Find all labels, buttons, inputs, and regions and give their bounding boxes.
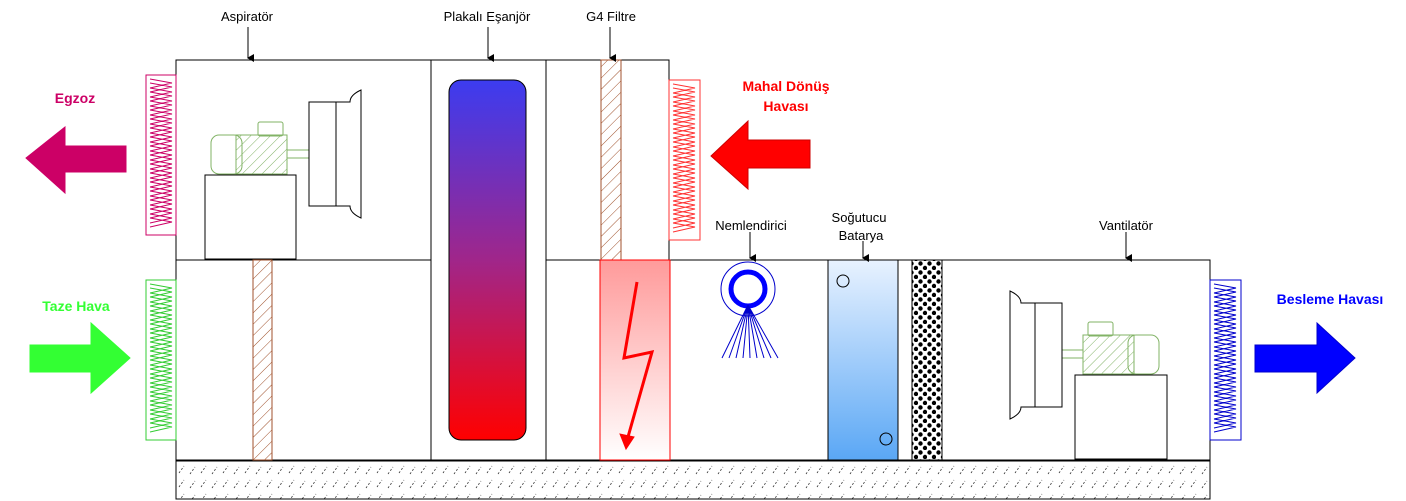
fan-base bbox=[1074, 374, 1168, 460]
return-damper bbox=[668, 79, 701, 241]
exhaust-arrow-icon bbox=[25, 125, 127, 195]
exchanger-label: Plakalı Eşanjör bbox=[444, 9, 531, 24]
fan-label: Vantilatör bbox=[1099, 218, 1154, 233]
g4-filter bbox=[600, 59, 622, 261]
cooler-label-line1: Soğutucu bbox=[832, 210, 887, 225]
motor-icon bbox=[1060, 321, 1160, 375]
supply-arrow-icon bbox=[1254, 321, 1356, 395]
exhaust-label: Egzoz bbox=[55, 90, 95, 106]
exhaust-damper bbox=[145, 74, 177, 236]
aspirator-label: Aspiratör bbox=[221, 9, 274, 24]
fan-housing-icon bbox=[1009, 290, 1063, 420]
fan-unit bbox=[1009, 290, 1168, 460]
fresh-damper bbox=[145, 279, 177, 441]
fresh-arrow-icon bbox=[29, 321, 131, 395]
return-label-line2: Havası bbox=[763, 98, 808, 114]
humidifier-nozzle-icon bbox=[720, 261, 779, 359]
aspirator-shaft bbox=[252, 259, 273, 461]
humidifier-label: Nemlendirici bbox=[715, 218, 787, 233]
droplet-eliminator bbox=[911, 259, 943, 461]
supply-label: Besleme Havası bbox=[1277, 291, 1384, 307]
fan-housing-icon bbox=[308, 89, 362, 219]
return-label-line1: Mahal Dönüş bbox=[742, 78, 829, 94]
fresh-air-box bbox=[175, 259, 432, 461]
cooling-coil bbox=[827, 259, 899, 461]
base-frame bbox=[175, 460, 1211, 500]
cooler-label-line2: Batarya bbox=[839, 228, 885, 243]
plate-exchanger bbox=[448, 79, 527, 441]
motor-icon bbox=[210, 121, 310, 175]
filter-label: G4 Filtre bbox=[586, 9, 636, 24]
aspirator-base bbox=[204, 174, 297, 260]
supply-damper bbox=[1209, 279, 1242, 441]
fresh-label: Taze Hava bbox=[42, 298, 110, 314]
return-arrow-icon bbox=[710, 119, 811, 191]
aspirator-unit bbox=[204, 89, 362, 260]
lightning-icon bbox=[619, 281, 655, 451]
